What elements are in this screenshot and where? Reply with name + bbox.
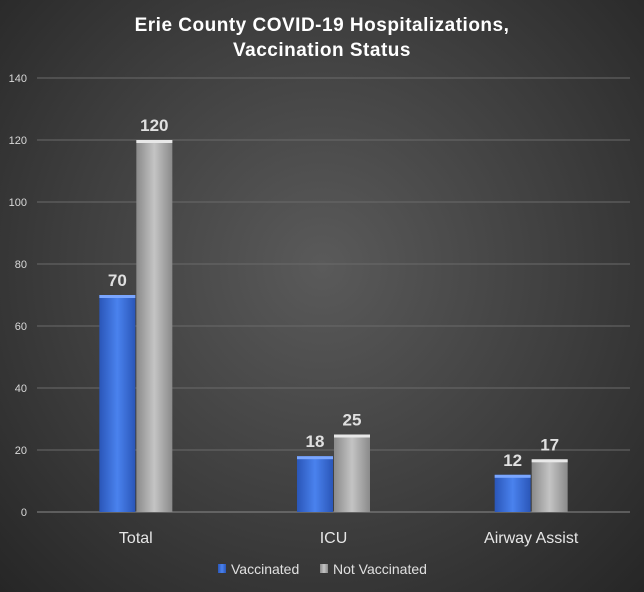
bars	[99, 140, 568, 512]
legend-label-0: Vaccinated	[231, 561, 299, 577]
bar-1-1	[334, 434, 370, 512]
legend-swatch-0	[218, 564, 226, 573]
bar-0-1	[297, 456, 333, 512]
bar-cap-1-0	[136, 140, 173, 143]
data-label-0-2: 12	[503, 451, 522, 470]
data-labels: 70 120 18 25 12 17	[108, 116, 559, 470]
y-tick-label-120: 120	[9, 135, 27, 147]
data-label-0-0: 70	[108, 271, 127, 290]
category-label-1: ICU	[320, 530, 348, 547]
legend: Vaccinated Not Vaccinated	[218, 561, 427, 577]
data-label-1-1: 25	[343, 411, 362, 430]
bar-cap-0-1	[297, 456, 333, 460]
category-label-2: Airway Assist	[484, 530, 579, 547]
y-tick-label-20: 20	[15, 445, 27, 457]
bar-cap-0-0	[99, 295, 136, 298]
y-tick-label-60: 60	[15, 321, 27, 333]
chart-title-line-1: Erie County COVID-19 Hospitalizations,	[135, 15, 510, 36]
bar-0-0	[99, 295, 136, 512]
gridlines	[37, 77, 630, 513]
data-label-1-0: 120	[140, 116, 168, 135]
y-tick-label-40: 40	[15, 383, 27, 395]
y-tick-label-0: 0	[21, 507, 27, 519]
bar-1-0	[136, 140, 173, 512]
bar-cap-0-2	[494, 474, 531, 478]
data-label-0-1: 18	[306, 432, 325, 451]
legend-swatch-1	[320, 564, 328, 573]
y-axis-ticks: 0 20 40 60 80 100 120 140	[9, 73, 27, 519]
y-tick-label-140: 140	[9, 73, 27, 85]
x-axis-categories: Total ICU Airway Assist	[119, 530, 579, 547]
bar-0-2	[494, 474, 531, 512]
y-tick-label-80: 80	[15, 259, 27, 271]
bar-cap-1-1	[334, 434, 370, 438]
bar-1-2	[531, 459, 568, 512]
chart-title-line-2: Vaccination Status	[233, 40, 411, 61]
category-label-0: Total	[119, 530, 153, 547]
data-label-1-2: 17	[540, 435, 559, 454]
y-tick-label-100: 100	[9, 197, 27, 209]
bar-cap-1-2	[531, 459, 568, 463]
legend-label-1: Not Vaccinated	[333, 561, 427, 577]
